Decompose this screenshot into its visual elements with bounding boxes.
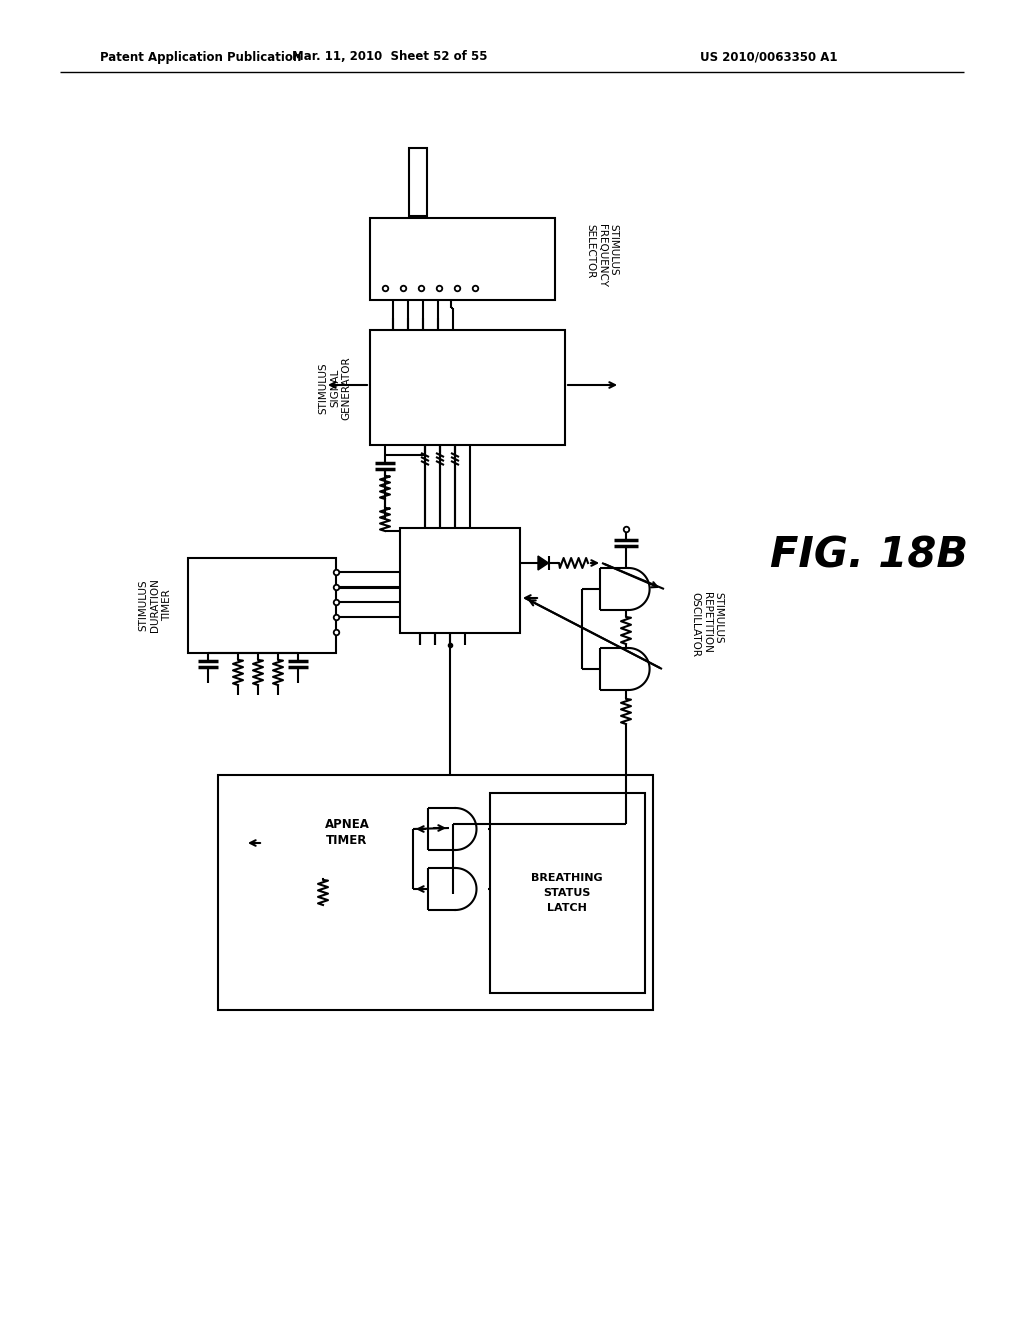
Text: Patent Application Publication: Patent Application Publication [100, 50, 301, 63]
Text: APNEA: APNEA [325, 818, 370, 832]
Text: TIMER: TIMER [327, 834, 368, 847]
Text: FIG. 18B: FIG. 18B [770, 535, 968, 576]
Bar [218, 775, 653, 1010]
Text: STIMULUS
FREQUENCY
SELECTOR: STIMULUS FREQUENCY SELECTOR [585, 223, 618, 286]
Bar [409, 148, 427, 216]
Bar [263, 793, 431, 873]
Bar [370, 218, 555, 300]
Bar [400, 528, 520, 634]
Text: STIMULUS
SIGNAL
GENERATOR: STIMULUS SIGNAL GENERATOR [318, 356, 351, 420]
Text: Mar. 11, 2010  Sheet 52 of 55: Mar. 11, 2010 Sheet 52 of 55 [292, 50, 487, 63]
Text: BREATHING: BREATHING [531, 873, 603, 883]
Bar [188, 558, 336, 653]
Text: STATUS: STATUS [544, 888, 591, 898]
Text: LATCH: LATCH [547, 903, 587, 913]
Bar [490, 793, 645, 993]
Text: STIMULUS
REPETITION
OSCILLATOR: STIMULUS REPETITION OSCILLATOR [690, 593, 723, 657]
Polygon shape [538, 556, 549, 570]
Bar [370, 330, 565, 445]
Bar [343, 973, 362, 1008]
Text: US 2010/0063350 A1: US 2010/0063350 A1 [700, 50, 838, 63]
Text: STIMULUS
DURATION
TIMER: STIMULUS DURATION TIMER [138, 578, 172, 632]
